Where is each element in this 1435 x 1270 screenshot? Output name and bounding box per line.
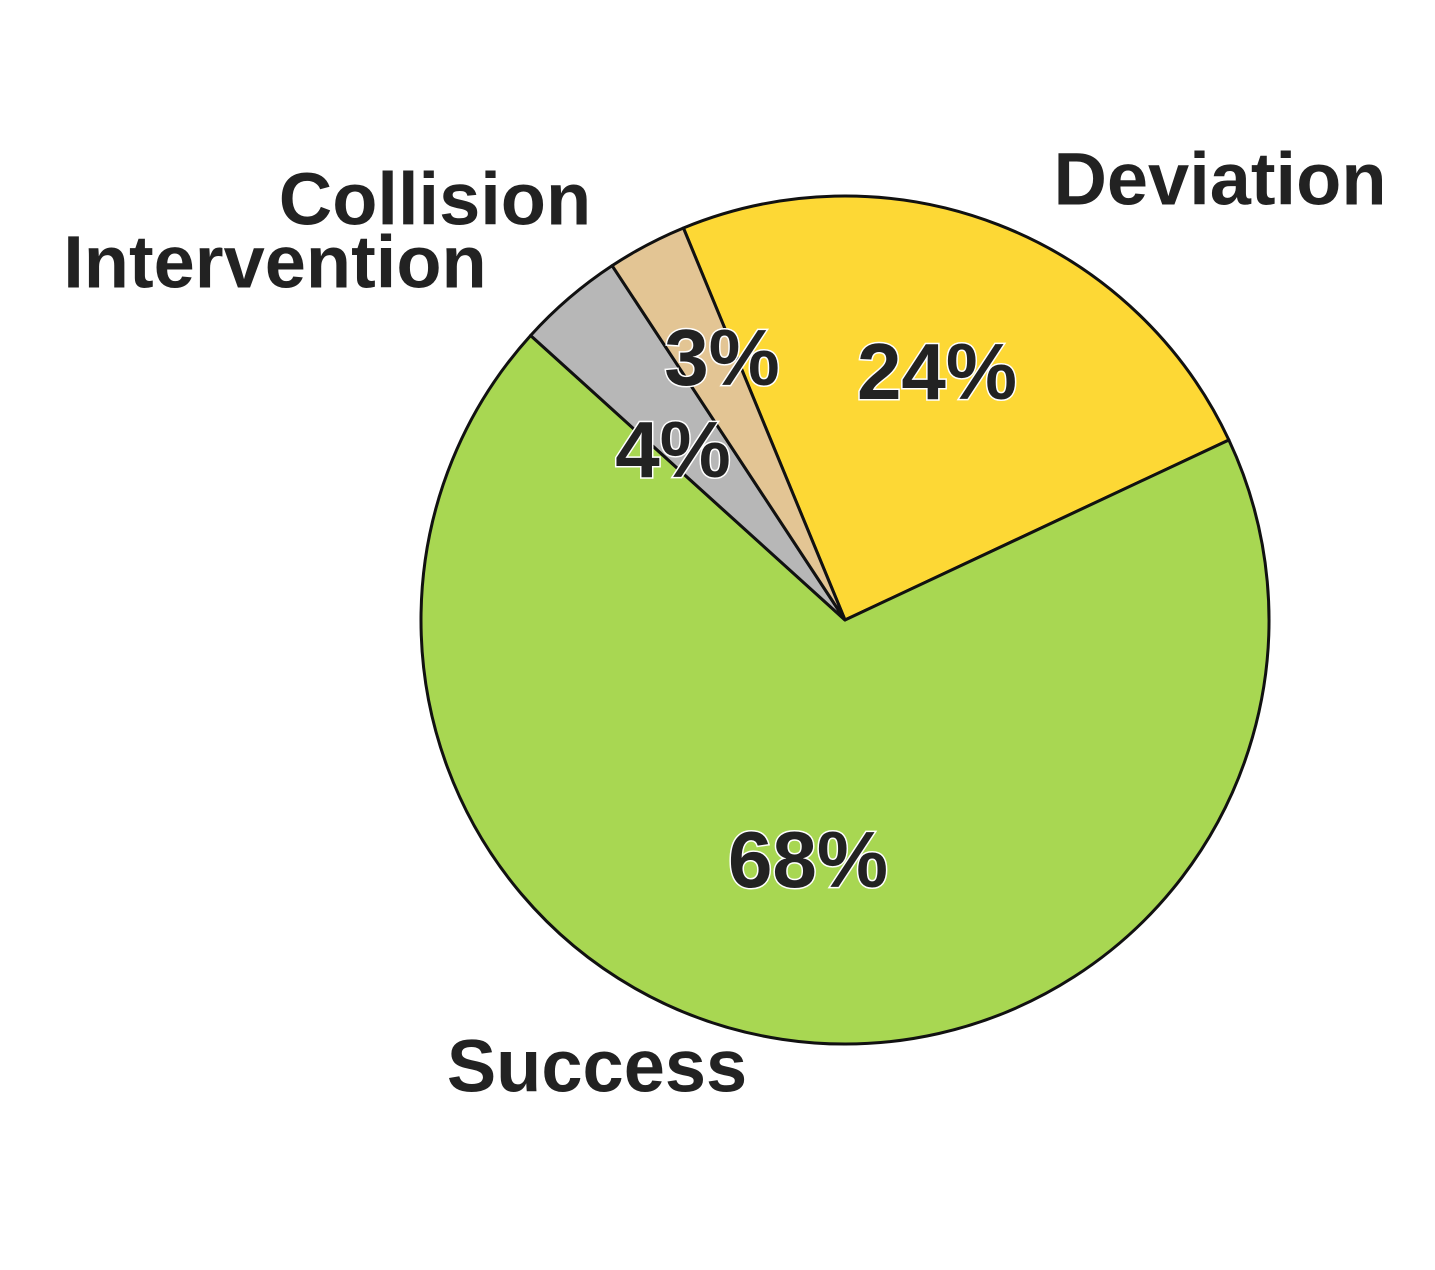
pie-slice: [610, 226, 847, 622]
category-label: Success: [447, 1025, 747, 1108]
category-label: Collision: [279, 158, 591, 241]
value-label: 24%: [857, 327, 1017, 416]
pie-slice: [419, 333, 1271, 1046]
pie-slice: [681, 194, 1231, 622]
category-label: Intervention: [63, 221, 486, 304]
category-label: Deviation: [1053, 138, 1386, 221]
value-label: 4%: [615, 405, 731, 494]
value-label: 3%: [664, 313, 780, 402]
value-label: 68%: [728, 815, 888, 904]
